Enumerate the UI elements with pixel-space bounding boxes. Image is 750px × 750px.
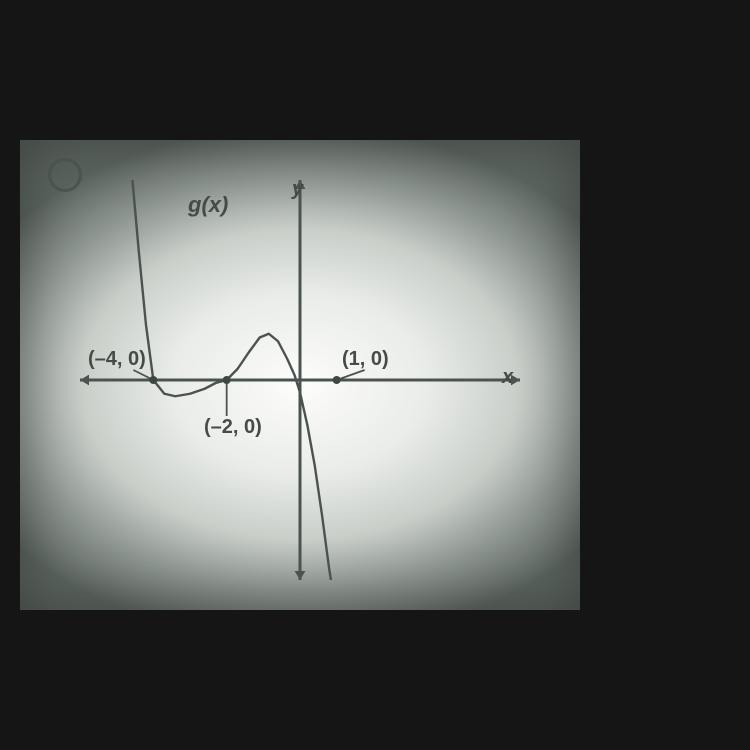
point-label-neg2: (–2, 0) — [204, 416, 262, 439]
x-axis-label: x — [502, 366, 513, 389]
photo-frame: g(x) y x (–4, 0) (1, 0) (–2, 0) — [0, 0, 750, 750]
question-card: g(x) y x (–4, 0) (1, 0) (–2, 0) — [20, 140, 580, 610]
function-label: g(x) — [188, 192, 228, 218]
chart-svg — [80, 180, 520, 580]
point-label-1: (1, 0) — [342, 348, 389, 371]
point-label-neg4: (–4, 0) — [88, 348, 146, 371]
answer-radio[interactable] — [48, 158, 82, 192]
y-axis-label: y — [292, 178, 303, 201]
function-chart: g(x) y x (–4, 0) (1, 0) (–2, 0) — [80, 180, 520, 580]
